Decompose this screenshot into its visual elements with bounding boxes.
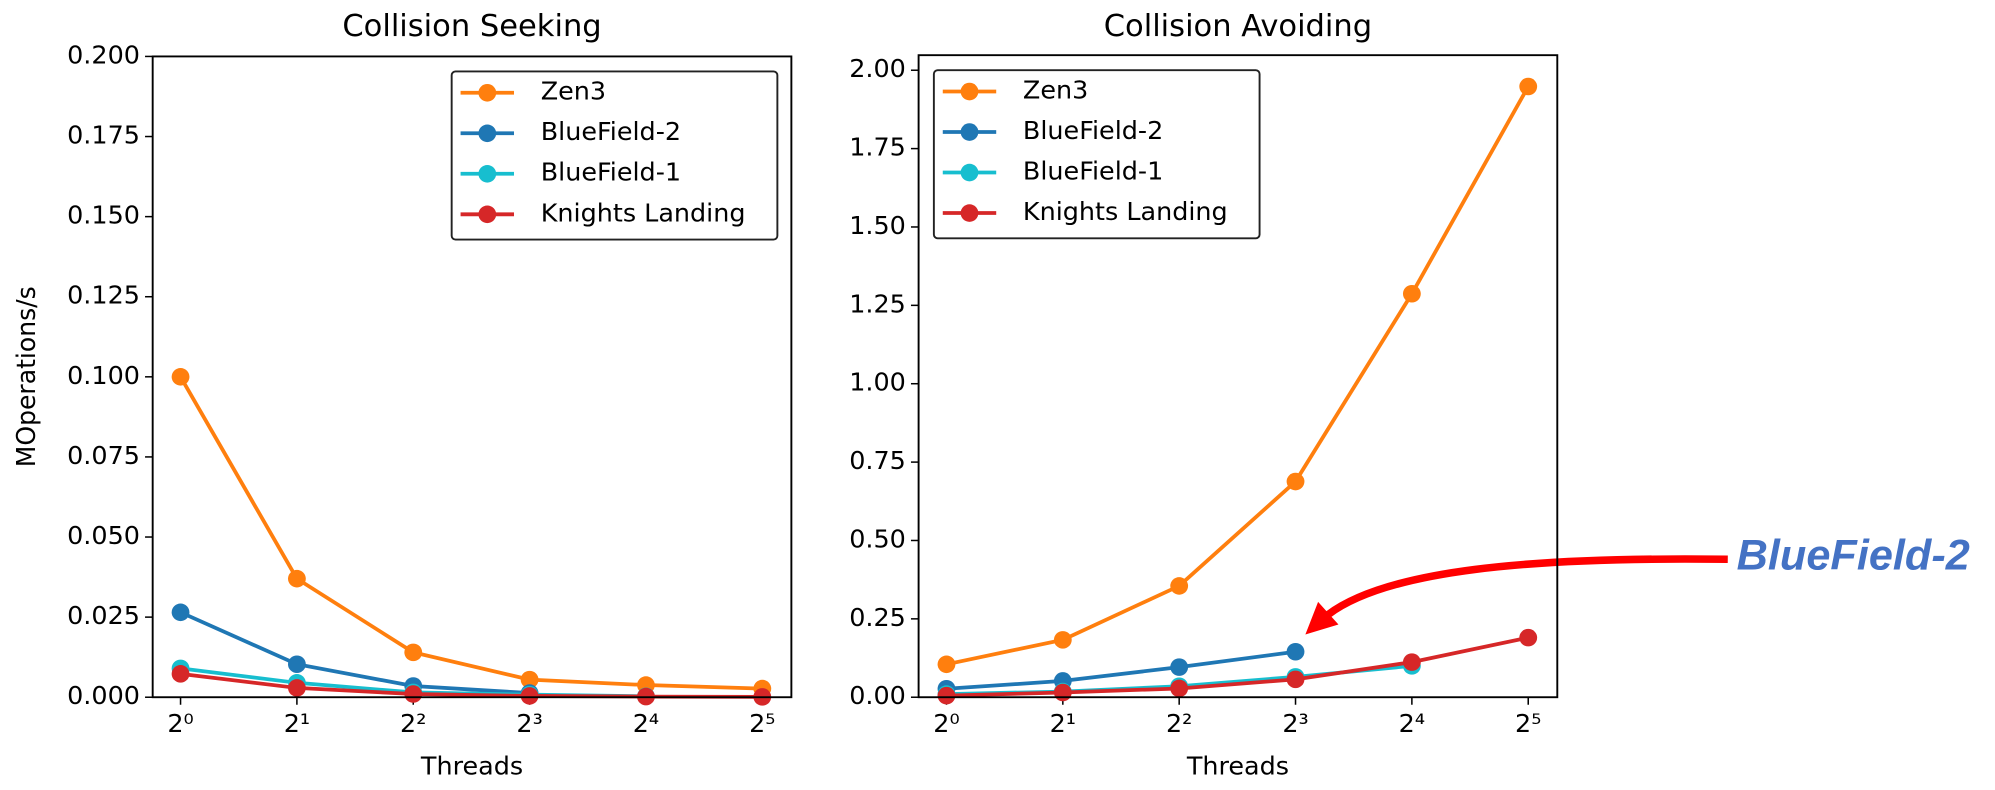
x-axis-label: Threads <box>420 752 523 781</box>
y-tick-label: 2.00 <box>849 54 906 83</box>
legend-label: Knights Landing <box>541 198 746 227</box>
chart-title: Collision Seeking <box>342 9 601 44</box>
legend-marker <box>960 82 979 101</box>
data-point <box>1402 653 1421 671</box>
y-axis-label: MOperations/s <box>12 286 41 467</box>
data-point <box>937 655 956 674</box>
x-tick-label: 2⁴ <box>1399 709 1425 738</box>
x-tick-label: 2¹ <box>1050 709 1076 738</box>
x-tick-label: 2³ <box>516 709 542 738</box>
y-tick-label: 0.025 <box>67 601 140 630</box>
x-tick-label: 2¹ <box>284 709 310 738</box>
y-tick-label: 0.100 <box>67 361 140 390</box>
data-point <box>404 643 423 662</box>
x-tick-label: 2⁵ <box>1515 709 1541 738</box>
data-point <box>1286 670 1305 689</box>
data-point <box>171 603 190 622</box>
y-tick-label: 1.50 <box>849 211 906 240</box>
legend-label: Zen3 <box>541 77 606 106</box>
x-tick-label: 2⁴ <box>633 709 659 738</box>
y-tick-label: 1.25 <box>849 289 906 318</box>
data-point <box>520 670 539 689</box>
y-tick-label: 0.25 <box>849 603 906 632</box>
data-point <box>1170 577 1189 595</box>
data-point <box>1053 631 1072 649</box>
figure-body: BlueField-2 Collision Seeking Threads MOpe… <box>12 9 1970 780</box>
chart-title: Collision Avoiding <box>1104 9 1372 44</box>
legend-marker <box>960 163 979 182</box>
data-point <box>1519 628 1538 647</box>
legend-marker <box>960 123 979 141</box>
data-point <box>937 686 956 705</box>
data-point <box>404 685 423 703</box>
legend-box <box>450 70 779 241</box>
x-tick-label: 2³ <box>1282 709 1308 738</box>
x-tick-label: 2⁵ <box>749 709 775 738</box>
x-tick-label: 2⁰ <box>933 709 959 738</box>
data-point <box>1170 679 1189 698</box>
y-tick-label: 1.00 <box>849 368 906 397</box>
data-point <box>171 665 190 683</box>
legend-marker <box>478 205 497 224</box>
y-tick-label: 0.000 <box>67 681 140 710</box>
plot-frame <box>151 55 793 699</box>
y-tick-label: 0.00 <box>849 681 906 710</box>
data-point <box>1053 683 1072 702</box>
y-tick-label: 1.75 <box>849 133 906 162</box>
series-line <box>946 635 1529 698</box>
y-tick-label: 0.150 <box>67 201 140 230</box>
data-point <box>171 368 190 386</box>
data-point <box>1286 472 1305 491</box>
data-point <box>287 679 306 697</box>
y-tick-label: 0.125 <box>67 281 140 310</box>
legend-marker <box>478 165 497 183</box>
y-tick-label: 0.175 <box>67 121 140 150</box>
legend-label: Knights Landing <box>1023 197 1228 226</box>
x-tick-label: 2² <box>400 709 426 738</box>
y-tick-label: 0.50 <box>849 525 906 554</box>
data-point <box>287 655 306 674</box>
legend-label: Zen3 <box>1023 76 1088 105</box>
x-axis-label: Threads <box>1186 752 1289 781</box>
data-point <box>1402 284 1421 303</box>
data-point <box>1286 642 1305 661</box>
series-line <box>179 610 530 695</box>
y-tick-label: 0.050 <box>67 521 140 550</box>
series-line <box>946 85 1530 667</box>
x-tick-label: 2⁰ <box>167 709 193 738</box>
data-point <box>1170 658 1189 676</box>
annotation-arrow <box>1325 555 1728 618</box>
plot-frame <box>917 54 1559 699</box>
legend-box <box>932 69 1261 240</box>
y-tick-label: 0.200 <box>67 41 140 70</box>
annotation: BlueField-2 <box>1737 532 1970 580</box>
legend-label: BlueField-1 <box>1023 157 1163 186</box>
series-line <box>178 375 763 691</box>
legend-label: BlueField-1 <box>541 158 681 187</box>
legend-label: BlueField-2 <box>541 117 681 146</box>
y-tick-label: 0.75 <box>849 446 906 475</box>
x-tick-label: 2² <box>1166 709 1192 738</box>
series-line <box>946 649 1296 691</box>
data-point <box>287 569 306 588</box>
legend-label: BlueField-2 <box>1023 116 1163 145</box>
data-point <box>1519 77 1538 96</box>
legend-marker <box>478 84 497 102</box>
legend-marker <box>960 204 979 222</box>
legend-marker <box>478 124 497 143</box>
annotation-arrowhead <box>1305 601 1339 635</box>
data-point <box>520 687 539 705</box>
y-tick-label: 0.075 <box>67 441 140 470</box>
